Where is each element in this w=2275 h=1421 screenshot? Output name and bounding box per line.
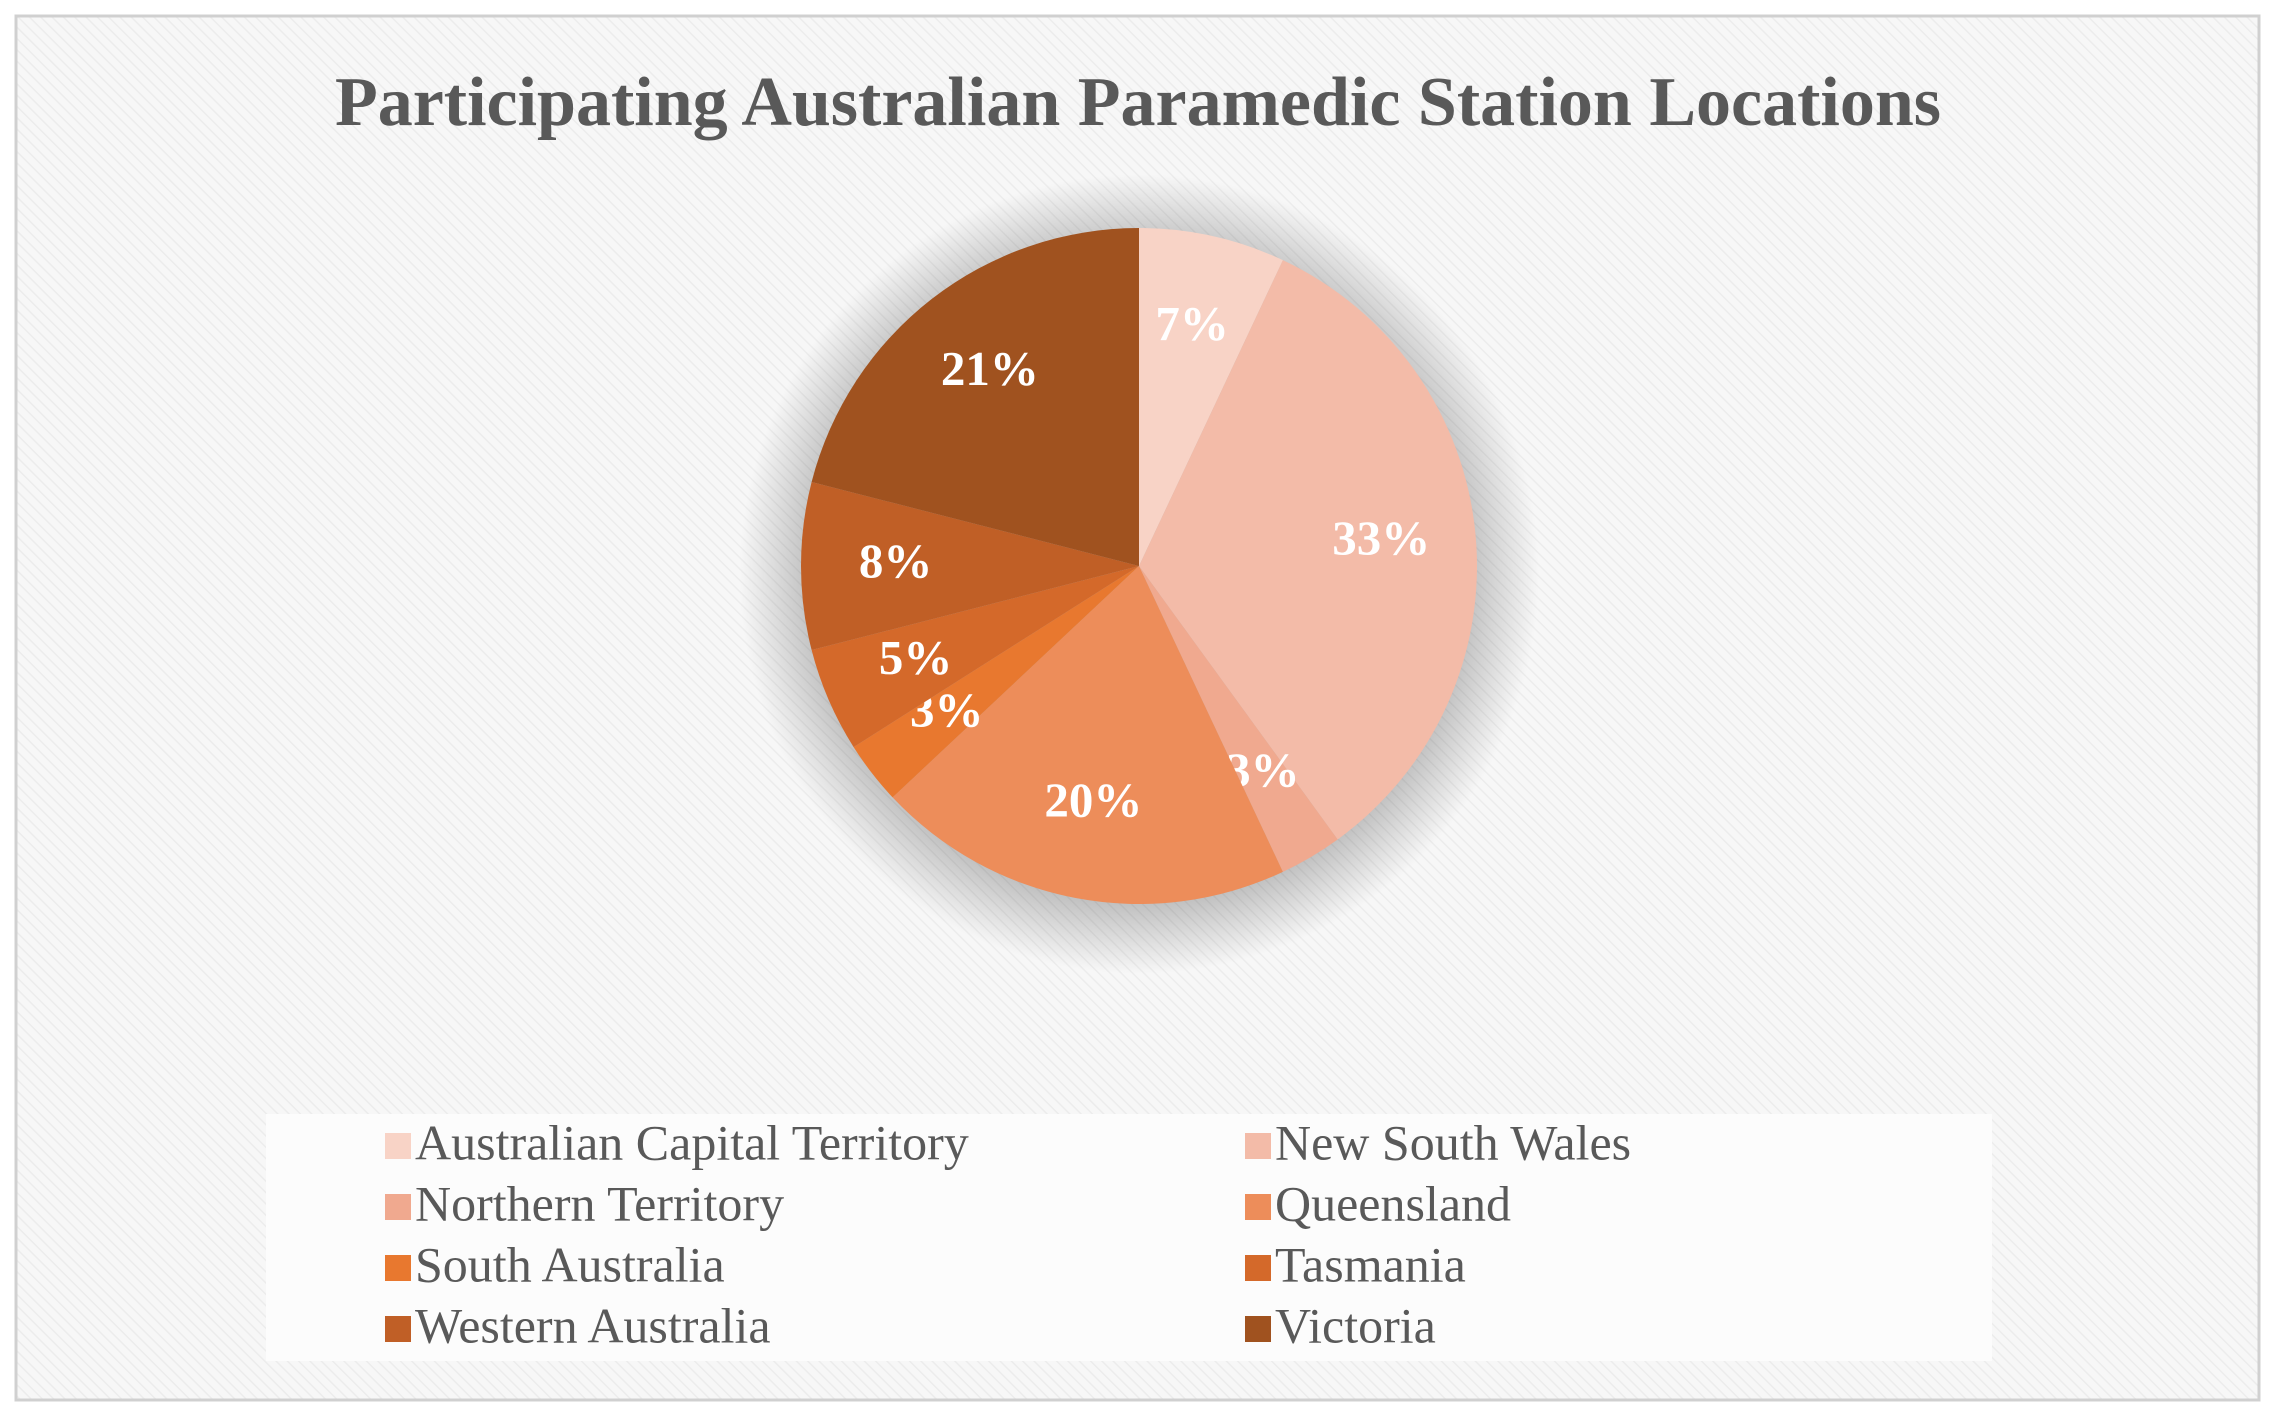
legend-label: Australian Capital Territory (415, 1114, 969, 1170)
legend-swatch (385, 1255, 411, 1281)
legend-background (266, 1114, 1992, 1361)
pie-slice (801, 481, 1139, 651)
legend-label: New South Wales (1275, 1114, 1631, 1170)
pie-slice (892, 566, 1283, 904)
data-label: 7% (1155, 296, 1229, 351)
data-label: 33% (1332, 510, 1430, 565)
legend-label: Western Australia (415, 1297, 771, 1353)
legend-swatch (385, 1194, 411, 1220)
data-label: 20% (1044, 772, 1142, 827)
legend-label: South Australia (415, 1236, 725, 1292)
pie-slice (1139, 260, 1477, 840)
legend-swatch (1245, 1255, 1271, 1281)
legend-swatch (1245, 1133, 1271, 1159)
legend-swatch (1245, 1194, 1271, 1220)
pie-slice (853, 566, 1139, 798)
data-label: 8% (859, 533, 933, 588)
pie-slice (811, 228, 1139, 566)
legend-label: Victoria (1275, 1297, 1436, 1353)
data-label: 5% (879, 630, 953, 685)
pie-slice (1139, 228, 1283, 566)
legend-label: Northern Territory (415, 1175, 784, 1231)
legend-label: Queensland (1275, 1175, 1511, 1231)
chart-title: Participating Australian Paramedic Stati… (335, 64, 1941, 141)
pie-slice (1139, 566, 1338, 872)
data-label: 21% (941, 341, 1039, 396)
legend-swatch (1245, 1316, 1271, 1342)
legend-label: Tasmania (1275, 1236, 1466, 1292)
legend-swatch (385, 1316, 411, 1342)
legend-swatch (385, 1133, 411, 1159)
pie-slice (811, 566, 1139, 748)
